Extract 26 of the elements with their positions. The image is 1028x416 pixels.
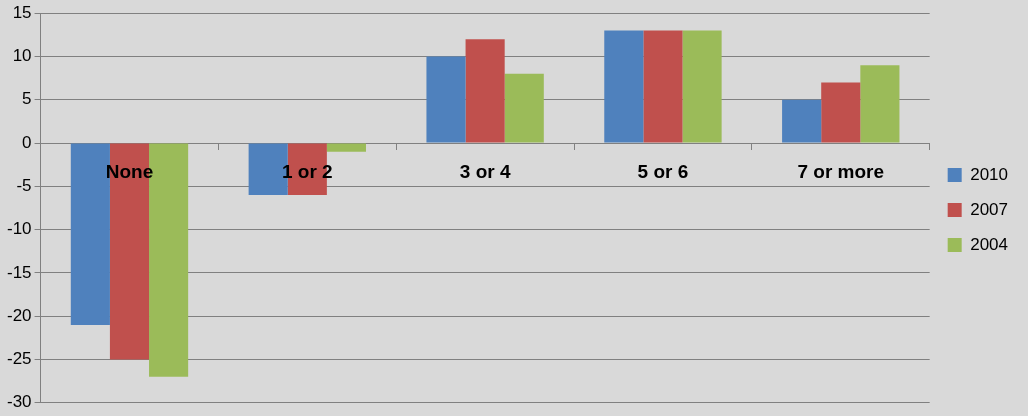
y-tick-label: -10 (6, 219, 32, 239)
x-tick-label: 7 or more (797, 160, 885, 182)
y-tick-label: -30 (6, 392, 32, 412)
bar (604, 30, 644, 143)
legend-label: 2010 (970, 164, 1009, 184)
bar (465, 39, 505, 143)
bar (682, 30, 722, 143)
y-tick-label: -20 (6, 305, 32, 325)
y-tick-label: 15 (12, 2, 32, 22)
bar (782, 99, 822, 143)
y-tick-label: -25 (6, 349, 32, 369)
bar (426, 56, 466, 143)
y-tick-label: 10 (12, 46, 32, 66)
bar (860, 65, 900, 143)
bar (643, 30, 683, 143)
bar (326, 143, 366, 152)
legend-label: 2007 (970, 199, 1009, 219)
bar (821, 82, 861, 143)
y-tick-label: -5 (16, 176, 32, 196)
x-tick-label: 3 or 4 (459, 160, 511, 182)
y-tick-label: 5 (22, 89, 32, 109)
y-tick-label: -15 (6, 262, 32, 282)
x-tick-label: 5 or 6 (637, 160, 689, 182)
bar (504, 73, 544, 143)
legend-label: 2004 (970, 234, 1009, 254)
y-tick-label: 0 (22, 132, 32, 152)
